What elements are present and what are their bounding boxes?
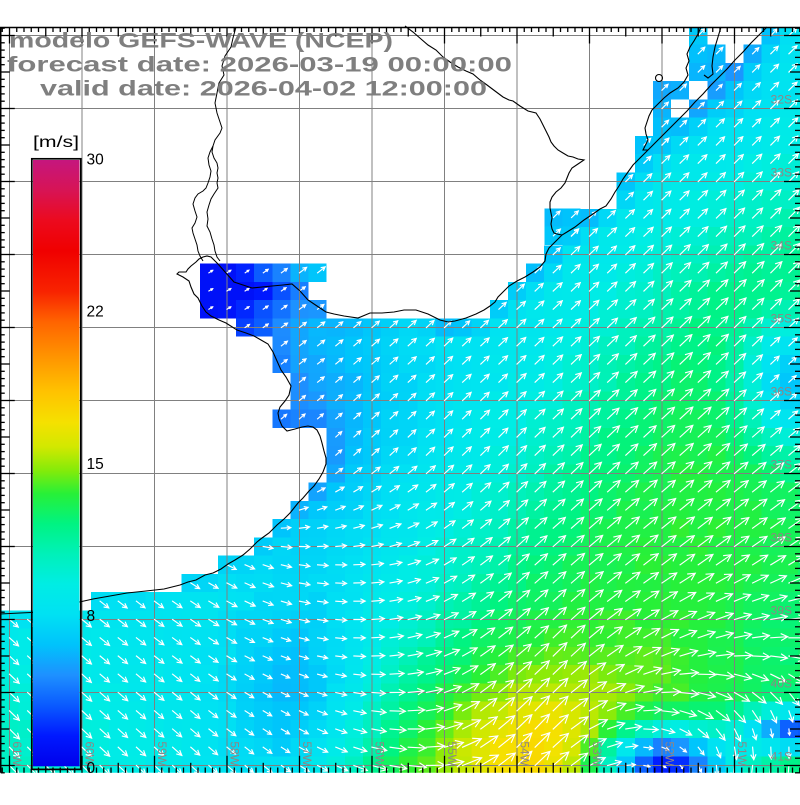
- svg-text:22: 22: [87, 304, 104, 321]
- svg-text:40S: 40S: [771, 677, 792, 691]
- svg-text:56W: 56W: [373, 741, 387, 766]
- svg-text:8: 8: [87, 608, 96, 625]
- svg-text:55W: 55W: [445, 741, 459, 766]
- svg-text:52W: 52W: [663, 741, 677, 766]
- svg-text:[m/s]: [m/s]: [33, 134, 79, 151]
- svg-text:forecast date: 2026-03-19 00:0: forecast date: 2026-03-19 00:00:00: [7, 53, 512, 77]
- svg-text:modelo GEFS-WAVE (NCEP): modelo GEFS-WAVE (NCEP): [9, 29, 393, 53]
- svg-text:38S: 38S: [771, 531, 792, 545]
- svg-text:51W: 51W: [735, 741, 749, 766]
- svg-text:41S: 41S: [771, 750, 792, 764]
- svg-text:35S: 35S: [771, 312, 792, 326]
- svg-text:58W: 58W: [228, 741, 242, 766]
- svg-text:39S: 39S: [771, 604, 792, 618]
- svg-text:36S: 36S: [771, 385, 792, 399]
- svg-text:61W: 61W: [10, 741, 24, 766]
- svg-text:60W: 60W: [83, 741, 97, 766]
- svg-text:15: 15: [87, 456, 104, 473]
- svg-text:37S: 37S: [771, 458, 792, 472]
- svg-text:32S: 32S: [771, 93, 792, 107]
- svg-text:30: 30: [87, 152, 105, 169]
- svg-text:valid date: 2026-04-02 12:00:0: valid date: 2026-04-02 12:00:00: [40, 77, 487, 101]
- svg-text:59W: 59W: [155, 741, 169, 766]
- svg-text:34S: 34S: [771, 239, 792, 253]
- svg-text:33S: 33S: [771, 166, 792, 180]
- svg-text:54W: 54W: [518, 741, 532, 766]
- svg-text:57W: 57W: [300, 741, 314, 766]
- svg-text:0: 0: [87, 760, 96, 777]
- svg-text:53W: 53W: [590, 741, 604, 766]
